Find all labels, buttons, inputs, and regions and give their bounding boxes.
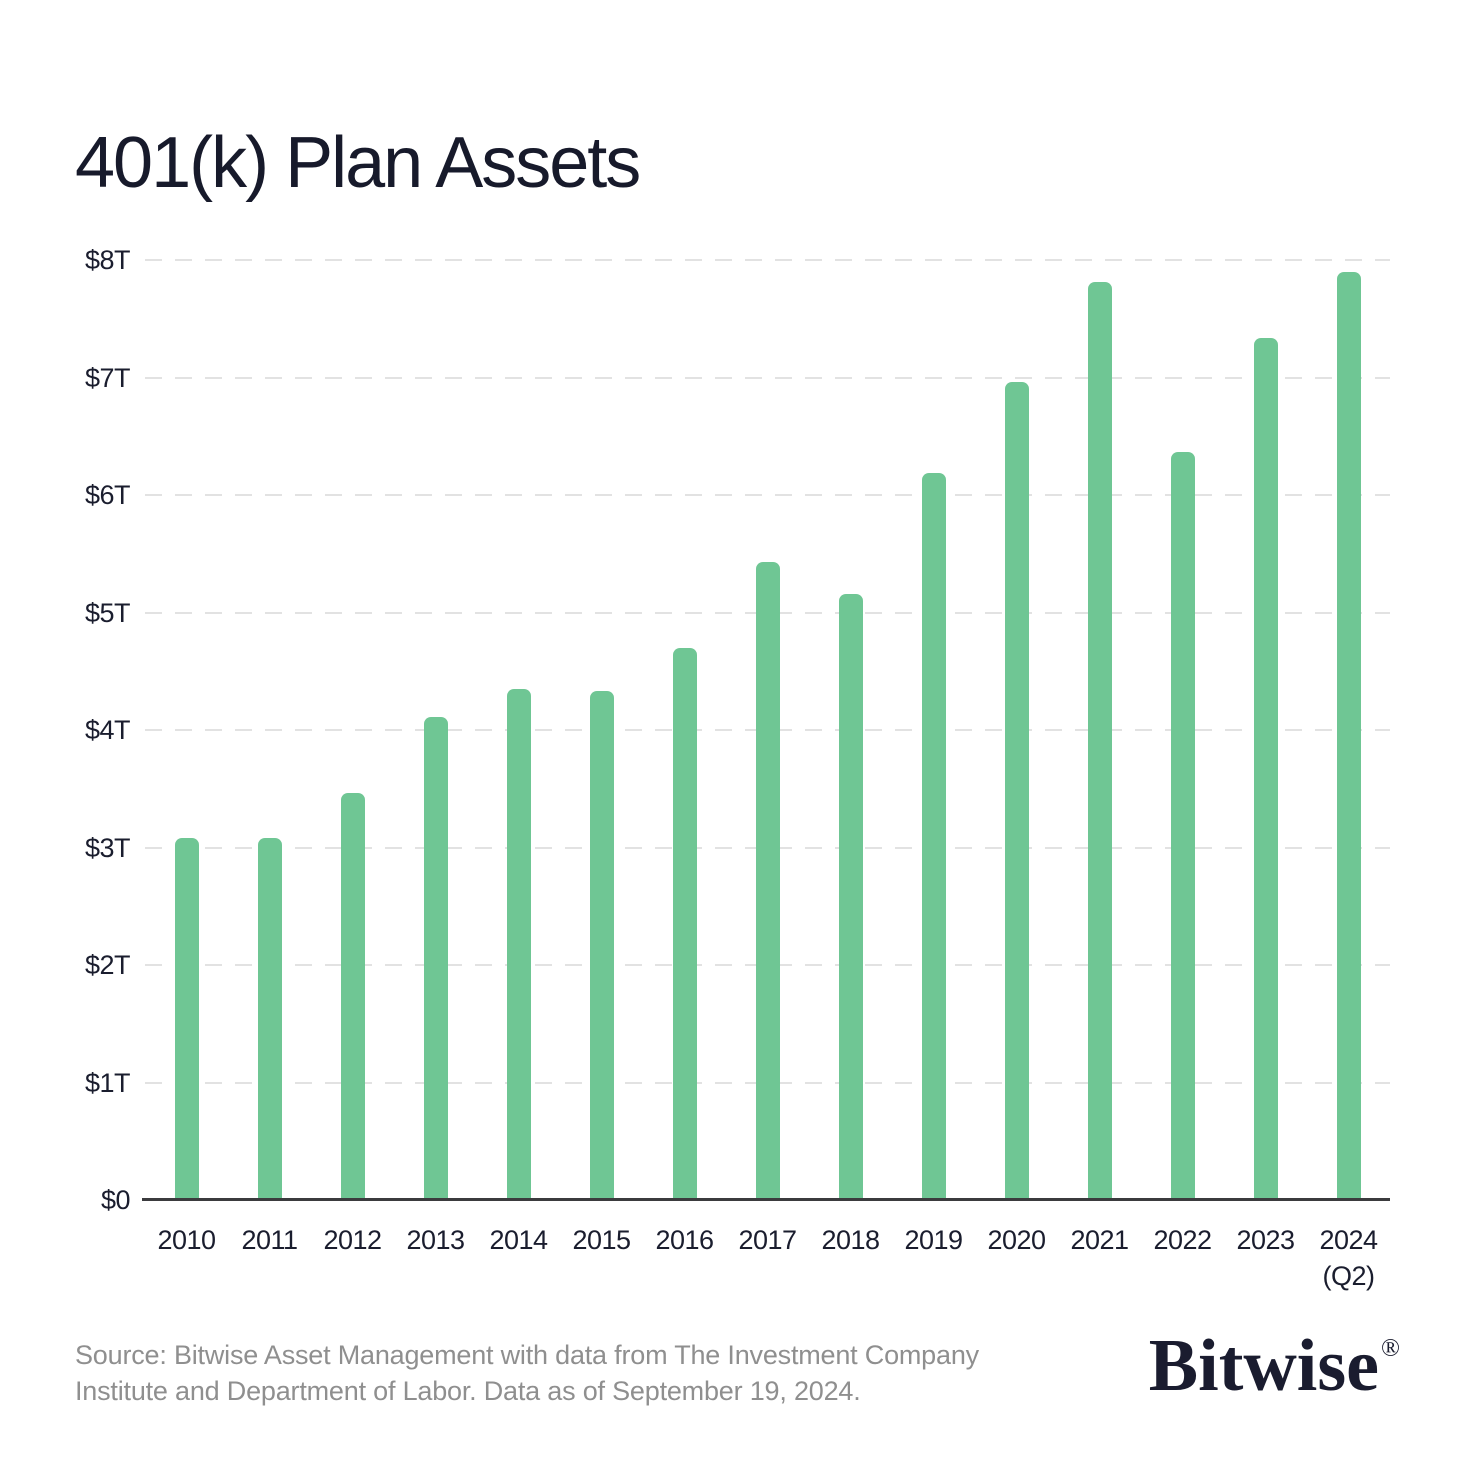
bar-series bbox=[145, 260, 1390, 1200]
bar-column-2016 bbox=[643, 260, 726, 1200]
bar-2017 bbox=[755, 562, 780, 1200]
bar-column-2011 bbox=[228, 260, 311, 1200]
x-label-text: 2012 bbox=[323, 1225, 382, 1255]
bar-column-2013 bbox=[394, 260, 477, 1200]
bar-column-2021 bbox=[1058, 260, 1141, 1200]
x-label-2016: 2016 bbox=[643, 1222, 726, 1294]
bar-column-2017 bbox=[726, 260, 809, 1200]
x-label-2018: 2018 bbox=[809, 1222, 892, 1294]
x-axis-labels: 2010 2011 2012 2013 2014 2015 2016 2017 2018 2019… bbox=[145, 1222, 1390, 1294]
x-label-2012: 2012 bbox=[311, 1222, 394, 1294]
x-label-text: 2011 bbox=[241, 1225, 298, 1255]
x-label-text: 2017 bbox=[738, 1225, 797, 1255]
bar-2011 bbox=[257, 838, 282, 1200]
bar-2012 bbox=[340, 793, 365, 1200]
x-label-2011: 2011 bbox=[228, 1222, 311, 1294]
source-note: Source: Bitwise Asset Management with da… bbox=[75, 1337, 979, 1409]
bar-column-2024 bbox=[1307, 260, 1390, 1200]
x-label-2023: 2023 bbox=[1224, 1222, 1307, 1294]
x-label-text: 2020 bbox=[987, 1225, 1046, 1255]
y-tick-1t: $1T bbox=[84, 1067, 131, 1098]
bar-2021 bbox=[1087, 282, 1112, 1200]
x-label-2015: 2015 bbox=[560, 1222, 643, 1294]
bar-column-2023 bbox=[1224, 260, 1307, 1200]
x-label-text: 2014 bbox=[489, 1225, 548, 1255]
bar-column-2020 bbox=[975, 260, 1058, 1200]
source-line-2: Institute and Department of Labor. Data … bbox=[75, 1376, 861, 1406]
bar-2014 bbox=[506, 688, 531, 1200]
bar-column-2015 bbox=[560, 260, 643, 1200]
bar-2023 bbox=[1253, 337, 1278, 1200]
bar-2016 bbox=[672, 647, 697, 1200]
y-tick-8t: $8T bbox=[84, 245, 131, 275]
bar-column-2019 bbox=[892, 260, 975, 1200]
x-label-2014: 2014 bbox=[477, 1222, 560, 1294]
bar-2020 bbox=[1004, 382, 1029, 1200]
x-label-2010: 2010 bbox=[145, 1222, 228, 1294]
x-axis-line bbox=[142, 1198, 1390, 1201]
x-label-2022: 2022 bbox=[1141, 1222, 1224, 1294]
x-label-2020: 2020 bbox=[975, 1222, 1058, 1294]
x-label-text: 2023 bbox=[1236, 1225, 1295, 1255]
bar-column-2018 bbox=[809, 260, 892, 1200]
x-label-text: 2010 bbox=[157, 1225, 216, 1255]
bar-2010 bbox=[174, 838, 199, 1200]
x-label-text: 2022 bbox=[1153, 1225, 1212, 1255]
bar-2022 bbox=[1170, 451, 1195, 1200]
bar-2024-q2 bbox=[1336, 271, 1361, 1200]
chart-title: 401(k) Plan Assets bbox=[75, 123, 641, 204]
bar-column-2012 bbox=[311, 260, 394, 1200]
x-label-text: 2024 bbox=[1319, 1225, 1378, 1255]
bitwise-logo-text: Bitwise bbox=[1148, 1325, 1379, 1407]
x-label-text: 2015 bbox=[572, 1225, 631, 1255]
x-label-2024: 2024 (Q2) bbox=[1307, 1222, 1390, 1294]
x-sublabel-text: (Q2) bbox=[1322, 1261, 1376, 1291]
bitwise-logo: Bitwise® bbox=[1149, 1329, 1400, 1403]
y-tick-7t: $7T bbox=[84, 362, 131, 393]
bar-column-2010 bbox=[145, 260, 228, 1200]
bar-column-2022 bbox=[1141, 260, 1224, 1200]
gridline-7t bbox=[145, 376, 1390, 379]
source-line-1: Source: Bitwise Asset Management with da… bbox=[75, 1340, 979, 1370]
y-tick-3t: $3T bbox=[84, 832, 131, 863]
x-label-text: 2021 bbox=[1070, 1225, 1129, 1255]
x-label-2013: 2013 bbox=[394, 1222, 477, 1294]
x-label-2021: 2021 bbox=[1058, 1222, 1141, 1294]
y-tick-2t: $2T bbox=[84, 950, 131, 980]
y-tick-0: $0 bbox=[100, 1185, 131, 1215]
x-label-text: 2019 bbox=[904, 1225, 963, 1255]
x-label-text: 2013 bbox=[406, 1225, 465, 1255]
gridline-8t bbox=[145, 259, 1390, 261]
bar-2013 bbox=[423, 717, 448, 1200]
gridline-6t bbox=[145, 494, 1390, 496]
bar-2018 bbox=[838, 593, 863, 1200]
y-tick-6t: $6T bbox=[84, 480, 131, 510]
x-label-2019: 2019 bbox=[892, 1222, 975, 1294]
x-label-2017: 2017 bbox=[726, 1222, 809, 1294]
y-tick-4t: $4T bbox=[84, 715, 131, 745]
x-label-text: 2016 bbox=[655, 1225, 714, 1255]
x-label-text: 2018 bbox=[821, 1225, 880, 1255]
registered-trademark-icon: ® bbox=[1381, 1335, 1400, 1362]
bar-2015 bbox=[589, 691, 614, 1200]
bar-column-2014 bbox=[477, 260, 560, 1200]
bar-2019 bbox=[921, 472, 946, 1200]
y-tick-5t: $5T bbox=[84, 597, 131, 628]
